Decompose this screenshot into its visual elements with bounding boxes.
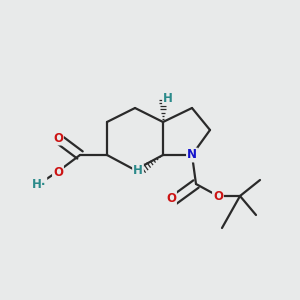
Text: N: N bbox=[187, 148, 197, 161]
Text: O: O bbox=[166, 191, 176, 205]
Text: O: O bbox=[213, 190, 223, 202]
Text: H: H bbox=[133, 164, 143, 178]
Text: O: O bbox=[53, 131, 63, 145]
Text: O: O bbox=[53, 166, 63, 178]
Text: H·: H· bbox=[32, 178, 46, 190]
Text: H: H bbox=[163, 92, 173, 104]
